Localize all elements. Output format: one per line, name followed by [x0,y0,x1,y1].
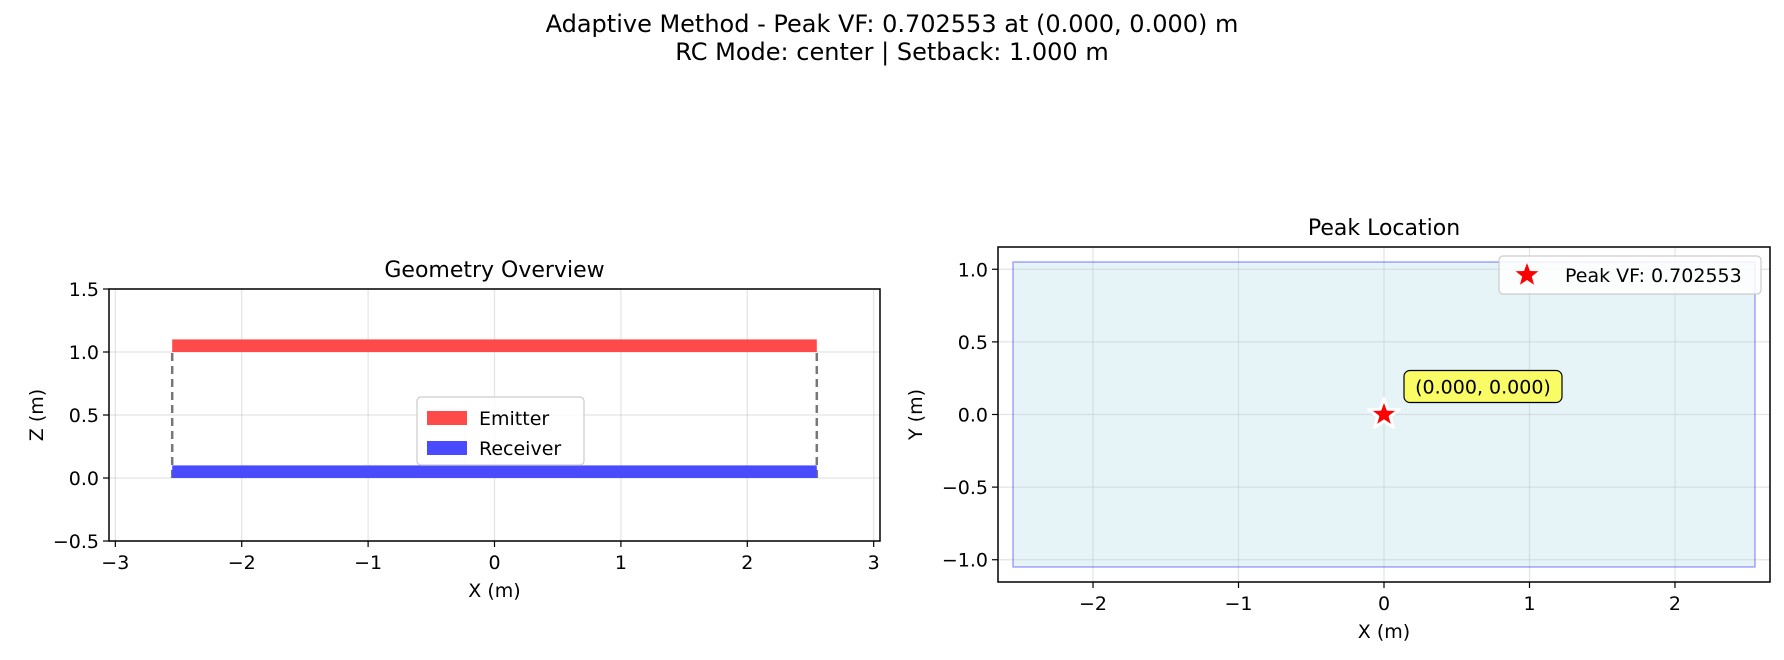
peak-annotation-text: (0.000, 0.000) [1415,377,1551,399]
y-tick-label: 0.5 [69,405,99,427]
x-tick-label: 2 [741,552,753,574]
y-tick-label: 0.0 [69,468,99,490]
x-tick-label: 1 [615,552,627,574]
x-tick-label: 2 [1669,593,1681,615]
legend-label-peak: Peak VF: 0.702553 [1565,265,1742,287]
x-tick-label: 1 [1523,593,1535,615]
legend-swatch-receiver [427,441,467,455]
x-axis-label: X (m) [1358,621,1410,643]
x-tick-label: −2 [1079,593,1107,615]
peak-star-marker [1367,397,1401,429]
x-tick-label: 0 [488,552,500,574]
axes-title: Peak Location [1308,216,1460,241]
x-axis-label: X (m) [468,580,520,602]
y-tick-label: −0.5 [942,477,988,499]
y-tick-label: −0.5 [53,531,99,553]
geometry-overview-axes: −3 −2 −1 0 1 2 3 −0.5 0.0 0.5 1.0 1.5 X (m) Z (m) Geom… [26,258,881,602]
legend-star-marker [1515,263,1539,285]
axes-frame [108,288,881,542]
y-tick-label: −1.0 [942,550,988,572]
y-tick-label: 1.5 [69,279,99,301]
peak-location-axes: −2 −1 0 1 2 −1.0 −0.5 0.0 0.5 1.0 X (m) Y (m) Peak L… [905,216,1771,643]
y-tick-label: 0.5 [958,332,988,354]
legend-label-emitter: Emitter [479,408,549,430]
peak-annotation-box [1403,369,1563,404]
x-tick-label: −2 [228,552,256,574]
axes-frame [997,246,1771,583]
y-axis-label: Y (m) [905,389,927,441]
legend-swatch-emitter [427,411,467,425]
emitter-plate [172,339,817,352]
y-tick-label: 1.0 [69,342,99,364]
y-tick-label: 1.0 [958,259,988,281]
x-tick-label: −1 [1225,593,1253,615]
figure-title-line-2: RC Mode: center | Setback: 1.000 m [675,38,1109,66]
x-tick-label: −3 [101,552,129,574]
axes-title: Geometry Overview [384,258,604,283]
y-axis-label: Z (m) [26,389,48,441]
receiver-plate [172,465,817,478]
legend-label-receiver: Receiver [479,438,561,460]
legend: Emitter Receiver [416,396,585,466]
y-tick-label: 0.0 [958,405,988,427]
x-tick-label: 0 [1378,593,1390,615]
legend: Peak VF: 0.702553 [1498,255,1762,295]
x-tick-label: 3 [868,552,880,574]
figure-title-line-1: Adaptive Method - Peak VF: 0.702553 at (… [545,10,1239,38]
x-tick-label: −1 [354,552,382,574]
legend-box [1498,255,1762,295]
